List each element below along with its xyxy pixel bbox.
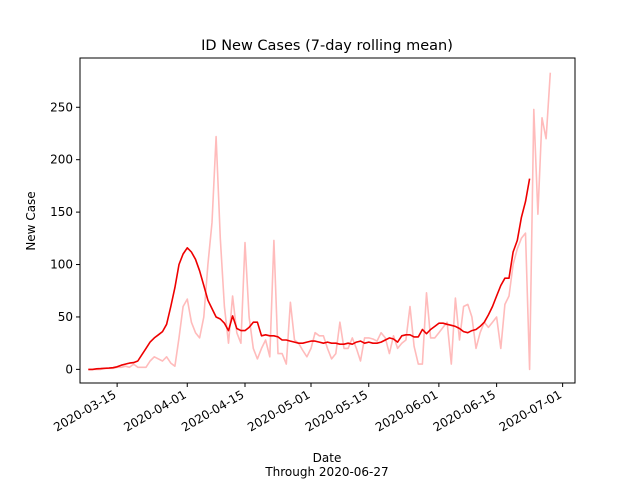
x-axis-label: Date <box>313 451 342 465</box>
chart-title: ID New Cases (7-day rolling mean) <box>201 38 453 54</box>
y-tick-label: 50 <box>58 310 73 324</box>
y-tick-label: 0 <box>65 362 73 376</box>
y-tick-label: 150 <box>50 205 73 219</box>
series-layer <box>88 72 552 371</box>
series-line-rolling <box>88 178 531 371</box>
y-tick-label: 250 <box>50 100 73 114</box>
y-axis-ticks: 0 50 100 150 200 250 <box>50 100 80 376</box>
y-axis-label: New Case <box>24 191 38 250</box>
series-line-daily <box>88 72 552 371</box>
x-axis-sublabel: Through 2020-06-27 <box>264 465 388 479</box>
plot-frame <box>79 57 576 384</box>
y-tick-label: 200 <box>50 153 73 167</box>
y-tick-label: 100 <box>50 258 73 272</box>
